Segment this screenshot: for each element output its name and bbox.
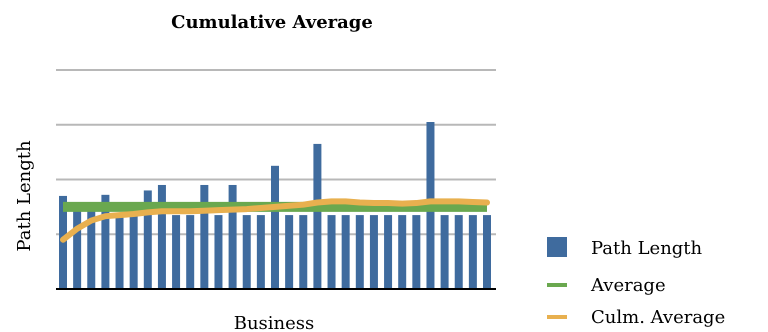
bar-path-length [256,215,265,289]
legend-swatch-average [547,283,567,287]
bar-path-length [87,209,96,289]
legend-swatch-culm-average [547,315,567,319]
bar-path-length [412,215,421,289]
legend-label-culm-average: Culm. Average [591,307,725,328]
bar-path-length [341,215,350,289]
legend-label-path-length: Path Length [591,238,703,259]
bar-path-length [299,215,308,289]
bar-path-length [271,165,279,289]
bar-path-length [143,190,152,289]
line-series [60,198,490,243]
bar-path-length [313,143,322,289]
bar-path-length [186,215,195,289]
bar-path-length [440,215,449,289]
bar-path-length [398,215,407,289]
bar-path-length [327,215,336,289]
legend-swatch-path-length [547,237,567,257]
bar-path-length [454,215,463,289]
bar-path-length [129,215,138,289]
bar-path-length [369,215,378,289]
bar-path-length [242,215,251,289]
bar-path-length [384,215,393,289]
bar-path-length [285,215,294,289]
bar-path-length [73,209,82,289]
bar-path-length [172,215,181,289]
bar-path-length [214,215,223,289]
bar-path-length [115,215,124,289]
chart-title: Cumulative Average [171,12,373,33]
x-axis-label: Business [234,313,315,332]
bar-path-length [157,184,166,289]
legend-label-average: Average [590,275,666,296]
bar-path-length [355,215,364,289]
line-culm-average [60,198,490,243]
bar-path-length [228,184,237,289]
bar-path-length [200,184,209,289]
bar-path-length [101,194,110,289]
legend: Path Length Average Culm. Average [547,237,725,328]
bar-path-length [468,215,477,289]
y-axis-label: Path Length [14,140,35,252]
bar-path-length [483,215,491,289]
